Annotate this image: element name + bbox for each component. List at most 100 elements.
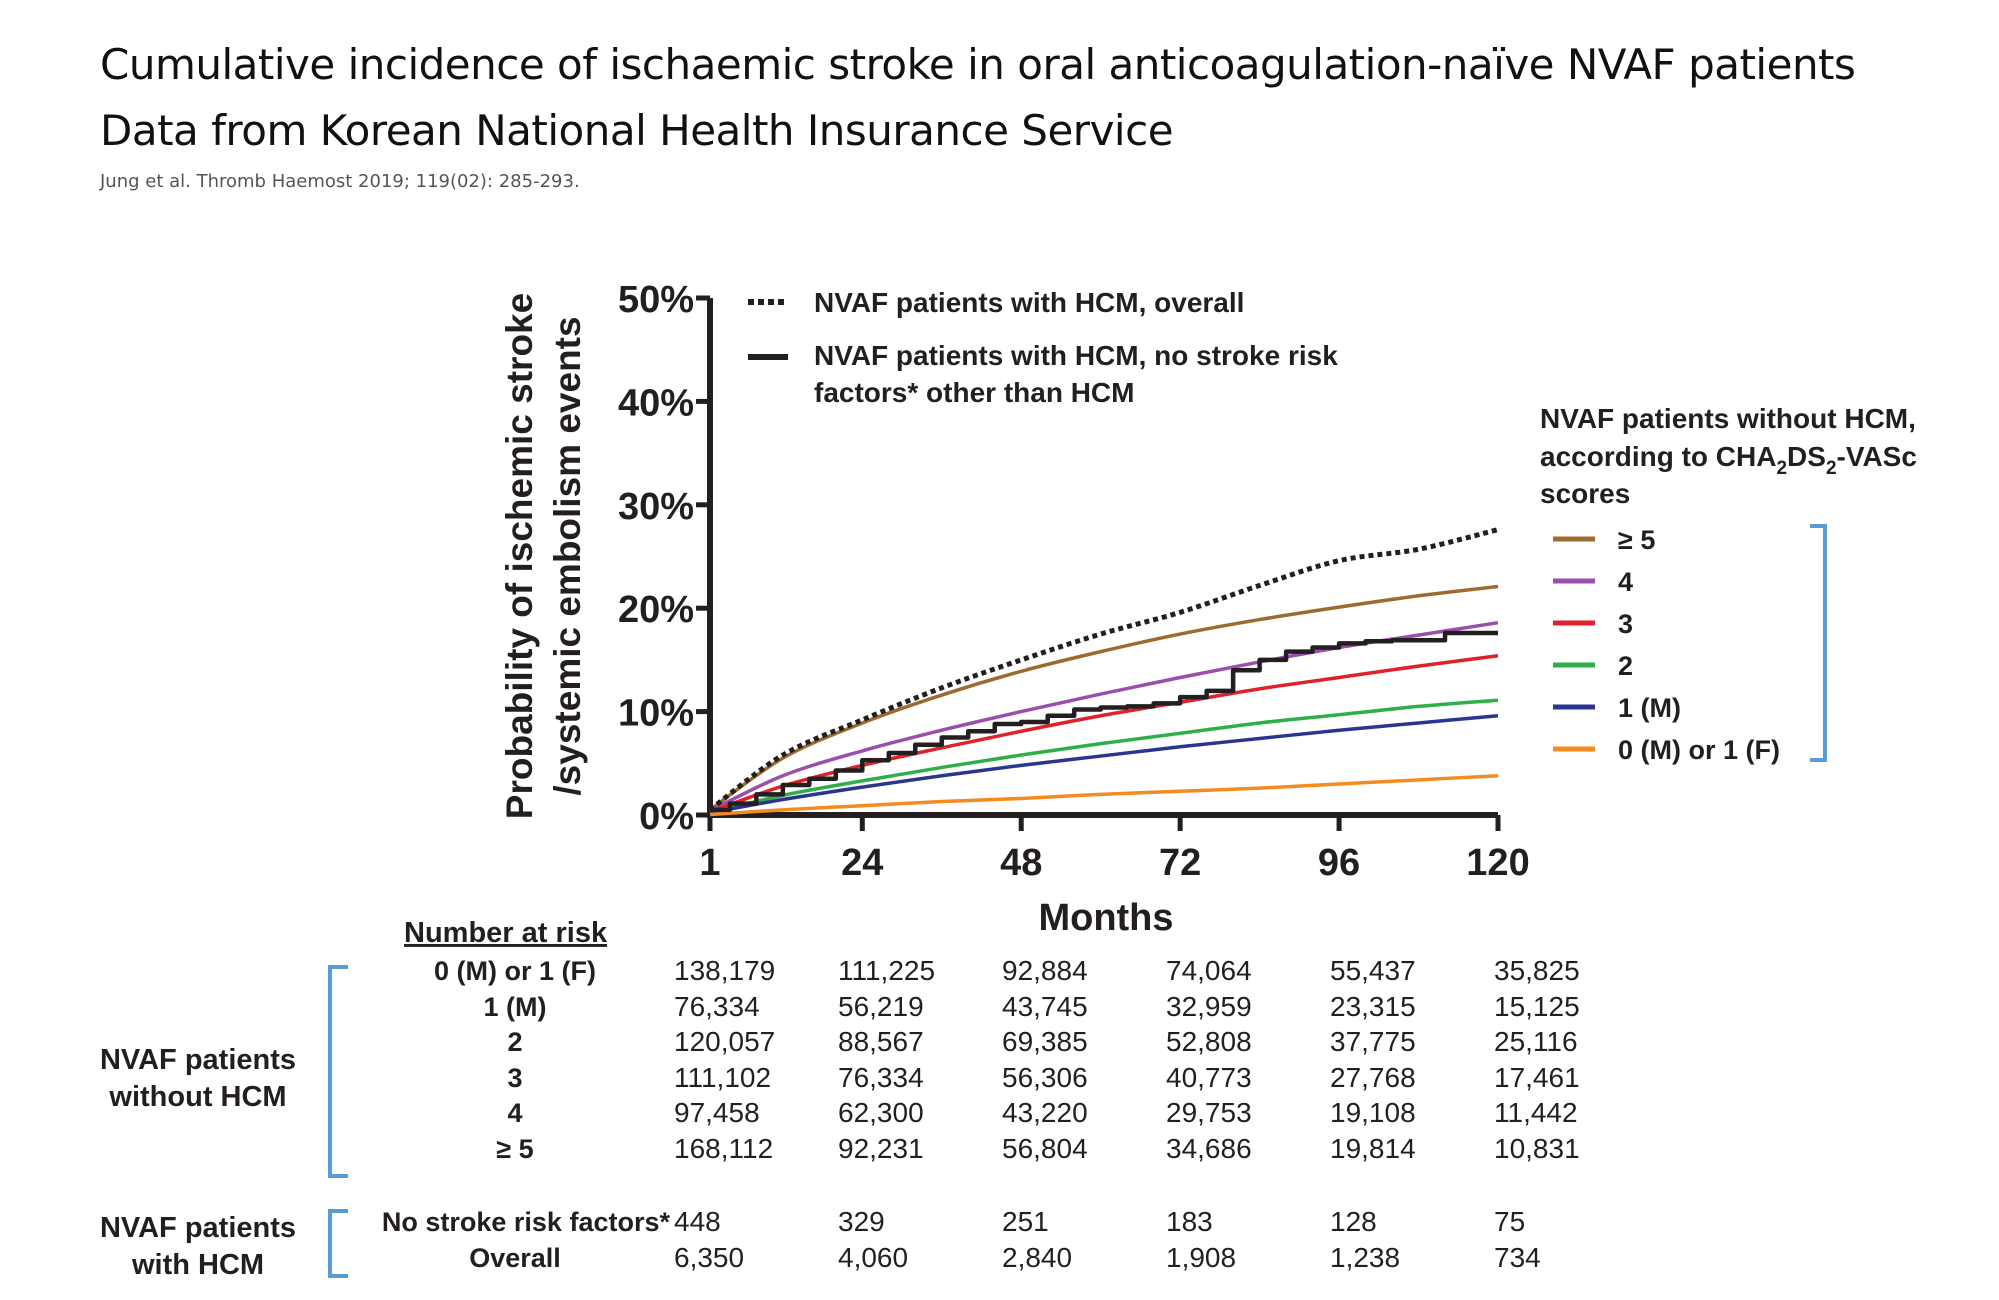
y-tick-label: 40% <box>618 382 694 424</box>
risk-cell: 6,350 <box>674 1242 744 1273</box>
risk-cell: 56,306 <box>1002 1062 1088 1093</box>
risk-cell: 97,458 <box>674 1097 760 1128</box>
risk-row-label: 1 (M) <box>484 992 547 1022</box>
risk-cell: 74,064 <box>1166 955 1252 986</box>
x-tick-label: 72 <box>1159 842 1201 884</box>
risk-cell: 62,300 <box>838 1097 924 1128</box>
risk-cell: 29,753 <box>1166 1097 1252 1128</box>
risk-cell: 734 <box>1494 1242 1541 1273</box>
risk-row-label: ≥ 5 <box>496 1134 533 1164</box>
bracket-with-hcm <box>328 1209 348 1278</box>
legend-label: 1 (M) <box>1618 693 1681 723</box>
risk-cell: 1,238 <box>1330 1242 1400 1273</box>
risk-cell: 2,840 <box>1002 1242 1072 1273</box>
risk-cell: 10,831 <box>1494 1133 1580 1164</box>
risk-cell: 69,385 <box>1002 1026 1088 1057</box>
legend-label-hcm-no-risk-line1: NVAF patients with HCM, no stroke risk <box>814 340 1338 371</box>
risk-cell: 128 <box>1330 1206 1377 1237</box>
risk-cell: 15,125 <box>1494 991 1580 1022</box>
x-axis-label: Months <box>1038 897 1173 939</box>
legend-label: 0 (M) or 1 (F) <box>1618 735 1780 765</box>
risk-cell: 329 <box>838 1206 885 1237</box>
legend-label-hcm-no-risk-line2: factors* other than HCM <box>814 377 1134 408</box>
y-tick-label: 30% <box>618 486 694 528</box>
legend-no-hcm-title-line1: NVAF patients without HCM, <box>1540 403 1916 434</box>
group-label-with-hcm-line2: with HCM <box>131 1249 264 1281</box>
chart-series <box>708 527 1499 817</box>
risk-cell: 27,768 <box>1330 1062 1416 1093</box>
legend-no-hcm: NVAF patients without HCM, according to … <box>1540 403 1917 765</box>
risk-cell: 43,220 <box>1002 1097 1088 1128</box>
risk-cell: 251 <box>1002 1206 1049 1237</box>
y-axis-label-line2: /systemic embolism events <box>547 316 588 795</box>
legend-label: ≥ 5 <box>1618 525 1655 555</box>
legend-label: 4 <box>1618 567 1633 597</box>
x-tick-label: 24 <box>841 842 883 884</box>
risk-row-label: No stroke risk factors* <box>382 1207 671 1237</box>
risk-cell: 17,461 <box>1494 1062 1580 1093</box>
risk-row-label: 0 (M) or 1 (F) <box>434 956 596 986</box>
series-line <box>709 713 1499 815</box>
page-subtitle: Data from Korean National Health Insuran… <box>100 106 1174 155</box>
risk-cell: 34,686 <box>1166 1133 1252 1164</box>
risk-cell: 448 <box>674 1206 721 1237</box>
risk-cell: 138,179 <box>674 955 775 986</box>
group-label-without-hcm-line2: without HCM <box>108 1081 286 1113</box>
series-line <box>708 527 1499 812</box>
risk-cell: 1,908 <box>1166 1242 1236 1273</box>
legend-no-hcm-title-line2: according to CHA2DS2-VASc <box>1540 441 1917 479</box>
risk-cell: 52,808 <box>1166 1026 1252 1057</box>
risk-cell: 32,959 <box>1166 991 1252 1022</box>
series-line <box>708 584 1499 812</box>
risk-cell: 92,231 <box>838 1133 924 1164</box>
risk-cell: 55,437 <box>1330 955 1416 986</box>
legend-label: 3 <box>1618 609 1633 639</box>
risk-cell: 4,060 <box>838 1242 908 1273</box>
risk-cell: 183 <box>1166 1206 1213 1237</box>
risk-cell: 76,334 <box>838 1062 924 1093</box>
y-tick-label: 50% <box>618 279 694 321</box>
risk-cell: 88,567 <box>838 1026 924 1057</box>
risk-cell: 111,102 <box>674 1062 771 1093</box>
risk-cell: 40,773 <box>1166 1062 1252 1093</box>
risk-row-label: Overall <box>469 1243 561 1273</box>
risk-cell: 35,825 <box>1494 955 1580 986</box>
x-tick-label: 96 <box>1318 842 1360 884</box>
risk-row-label: 4 <box>507 1098 522 1128</box>
risk-cell: 23,315 <box>1330 991 1416 1022</box>
legend-label-hcm-overall: NVAF patients with HCM, overall <box>814 287 1244 318</box>
legend-no-hcm-title-line3: scores <box>1540 478 1630 509</box>
x-tick-label: 48 <box>1000 842 1042 884</box>
chart-axes: 0% 10% 20% 30% 40% 50% 1 24 48 72 96 120 <box>618 279 1530 884</box>
risk-row-label: 3 <box>507 1063 522 1093</box>
page-title: Cumulative incidence of ischaemic stroke… <box>100 40 1856 89</box>
series-line <box>709 773 1499 817</box>
risk-table: Number at risk 0 (M) or 1 (F) 138,179 111,… <box>100 917 1580 1281</box>
y-tick-label: 20% <box>618 589 694 631</box>
group-label-without-hcm-line1: NVAF patients <box>100 1044 296 1076</box>
risk-cell: 76,334 <box>674 991 760 1022</box>
y-tick-label: 0% <box>639 796 694 838</box>
risk-cell: 19,814 <box>1330 1133 1416 1164</box>
risk-row-label: 2 <box>507 1027 522 1057</box>
y-axis-label-line1: Probability of ischemic stroke <box>499 293 540 819</box>
risk-cell: 92,884 <box>1002 955 1088 986</box>
legend-hcm: NVAF patients with HCM, overall NVAF pat… <box>748 287 1338 408</box>
risk-cell: 56,219 <box>838 991 924 1022</box>
series-line <box>710 630 1498 813</box>
bracket-without-hcm <box>328 965 348 1178</box>
risk-cell: 43,745 <box>1002 991 1088 1022</box>
risk-table-heading: Number at risk <box>404 917 608 949</box>
risk-cell: 168,112 <box>674 1133 773 1164</box>
risk-cell: 11,442 <box>1494 1097 1578 1128</box>
y-tick-label: 10% <box>618 693 694 735</box>
risk-cell: 120,057 <box>674 1026 775 1057</box>
group-label-with-hcm-line1: NVAF patients <box>100 1212 296 1244</box>
citation: Jung et al. Thromb Haemost 2019; 119(02)… <box>100 171 580 192</box>
risk-cell: 19,108 <box>1330 1097 1416 1128</box>
legend-label: 2 <box>1618 651 1633 681</box>
risk-cell: 25,116 <box>1494 1026 1578 1057</box>
series-line <box>709 698 1499 815</box>
risk-cell: 56,804 <box>1002 1133 1088 1164</box>
